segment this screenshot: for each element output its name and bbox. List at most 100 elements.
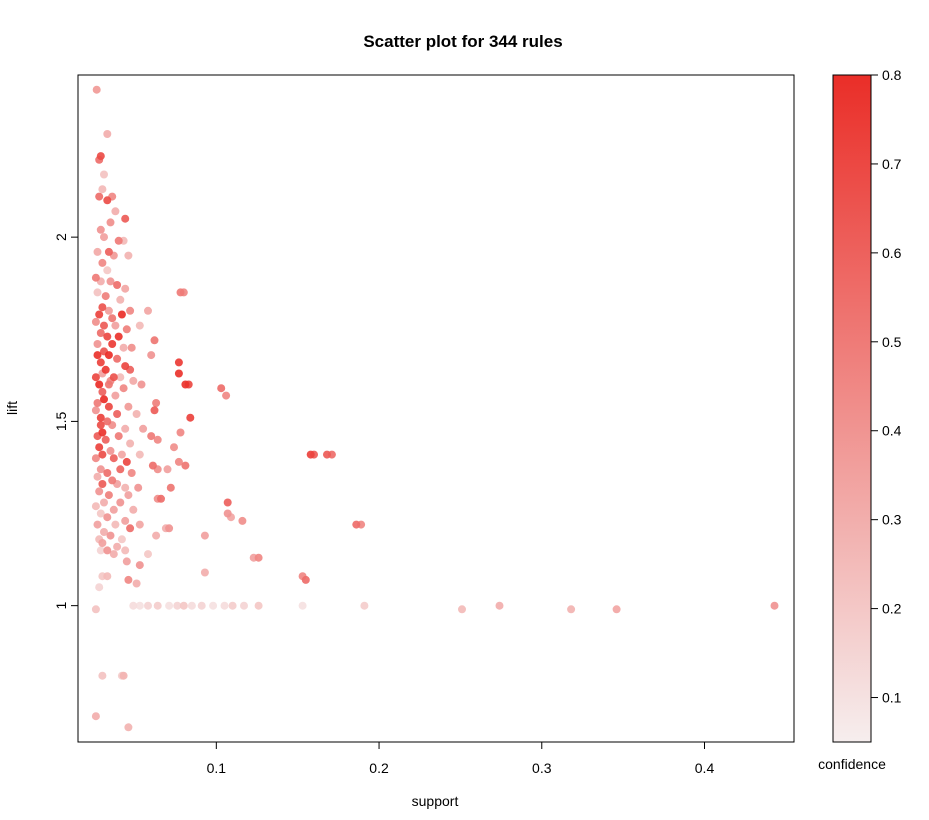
- data-point: [102, 292, 110, 300]
- data-point: [151, 336, 159, 344]
- data-point: [92, 712, 100, 720]
- data-point: [136, 451, 144, 459]
- data-point: [128, 469, 136, 477]
- color-scale-tick-label: 0.3: [882, 512, 902, 528]
- data-point: [100, 233, 108, 241]
- data-point: [98, 303, 106, 311]
- data-point: [175, 358, 183, 366]
- x-axis-label: support: [412, 793, 459, 809]
- data-point: [209, 602, 217, 610]
- data-point: [105, 491, 113, 499]
- data-point: [222, 392, 230, 400]
- data-point: [224, 499, 232, 507]
- data-point: [224, 510, 232, 518]
- data-point: [186, 414, 194, 422]
- data-point: [240, 602, 248, 610]
- x-axis: 0.1 0.2 0.3 0.4: [207, 742, 715, 776]
- data-point: [120, 384, 128, 392]
- data-point: [458, 605, 466, 613]
- data-point: [123, 557, 131, 565]
- data-point: [121, 425, 129, 433]
- data-point: [129, 602, 137, 610]
- data-point: [177, 429, 185, 437]
- data-point: [95, 193, 103, 201]
- data-point: [116, 465, 124, 473]
- y-axis-label: lift: [4, 401, 20, 415]
- data-point: [121, 215, 129, 223]
- confidence-legend: 0.1 0.2 0.3 0.4 0.5 0.6 0.7 0.8 confidence: [818, 67, 902, 772]
- data-point: [100, 499, 108, 507]
- data-point: [95, 311, 103, 319]
- data-point: [255, 554, 263, 562]
- data-point: [198, 602, 206, 610]
- data-point: [124, 576, 132, 584]
- data-point: [103, 572, 111, 580]
- data-point: [121, 285, 129, 293]
- data-point: [97, 152, 105, 160]
- data-point: [98, 480, 106, 488]
- data-point: [126, 307, 134, 315]
- data-point: [181, 381, 189, 389]
- data-point: [98, 672, 106, 680]
- data-point: [105, 351, 113, 359]
- data-point: [121, 484, 129, 492]
- y-tick-label: 1: [53, 602, 69, 610]
- data-point: [360, 602, 368, 610]
- data-point: [92, 274, 100, 282]
- data-point: [113, 543, 121, 551]
- data-point: [105, 381, 113, 389]
- data-points: [92, 86, 779, 732]
- data-point: [121, 517, 129, 525]
- data-point: [97, 414, 105, 422]
- data-point: [108, 340, 116, 348]
- data-point: [133, 410, 141, 418]
- data-point: [121, 362, 129, 370]
- data-point: [111, 392, 119, 400]
- data-point: [97, 226, 105, 234]
- data-point: [110, 454, 118, 462]
- data-point: [111, 521, 119, 529]
- data-point: [165, 602, 173, 610]
- data-point: [136, 322, 144, 330]
- data-point: [120, 344, 128, 352]
- data-point: [116, 296, 124, 304]
- color-scale-ticks: 0.1 0.2 0.3 0.4 0.5 0.6 0.7 0.8: [871, 67, 902, 706]
- data-point: [97, 358, 105, 366]
- color-scale-tick-label: 0.2: [882, 601, 902, 617]
- data-point: [94, 351, 102, 359]
- data-point: [121, 546, 129, 554]
- data-point: [103, 196, 111, 204]
- data-point: [113, 281, 121, 289]
- data-point: [133, 580, 141, 588]
- data-point: [113, 355, 121, 363]
- data-point: [95, 487, 103, 495]
- data-point: [771, 602, 779, 610]
- data-point: [98, 259, 106, 267]
- data-point: [92, 406, 100, 414]
- data-point: [139, 425, 147, 433]
- data-point: [567, 605, 575, 613]
- data-point: [98, 429, 106, 437]
- x-tick-label: 0.3: [532, 760, 552, 776]
- data-point: [129, 506, 137, 514]
- data-point: [170, 443, 178, 451]
- data-point: [94, 473, 102, 481]
- color-scale-tick-label: 0.6: [882, 245, 902, 261]
- y-tick-label: 1.5: [53, 411, 69, 431]
- data-point: [177, 288, 185, 296]
- data-point: [123, 325, 131, 333]
- color-scale-tick-label: 0.7: [882, 156, 902, 172]
- data-point: [107, 218, 115, 226]
- data-point: [144, 550, 152, 558]
- data-point: [124, 491, 132, 499]
- data-point: [98, 539, 106, 547]
- data-point: [302, 576, 310, 584]
- data-point: [134, 484, 142, 492]
- x-tick-label: 0.4: [695, 760, 715, 776]
- data-point: [94, 248, 102, 256]
- data-point: [217, 384, 225, 392]
- data-point: [221, 602, 229, 610]
- data-point: [95, 443, 103, 451]
- data-point: [118, 535, 126, 543]
